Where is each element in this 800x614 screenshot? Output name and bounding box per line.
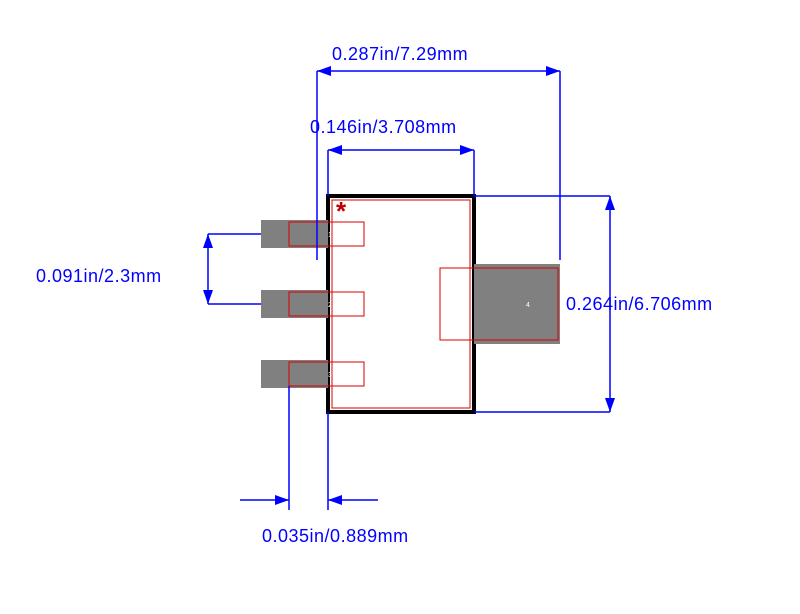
pin-3-number: 3 — [328, 372, 332, 379]
dim-body-width-label: 0.146in/3.708mm — [310, 117, 457, 137]
pin-1-pad: 1 — [261, 220, 364, 248]
dim-body-width: 0.146in/3.708mm — [310, 117, 474, 196]
dim-pin-pitch-label: 0.091in/2.3mm — [36, 266, 162, 286]
dim-overall-width: 0.287in/7.29mm — [317, 44, 560, 260]
body-outline — [328, 196, 474, 412]
pin-2-number: 2 — [328, 302, 332, 309]
pin-2-pad: 2 — [261, 290, 364, 318]
dim-pin-pitch: 0.091in/2.3mm — [36, 234, 261, 304]
footprint-diagram: * 1 2 3 4 0.287in/7.29mm — [0, 0, 800, 614]
pin-1-number: 1 — [328, 232, 332, 239]
pin-4-pad: 4 — [440, 264, 560, 344]
dim-body-height-label: 0.264in/6.706mm — [566, 294, 713, 314]
pin-3-pad: 3 — [261, 360, 364, 388]
dim-overall-width-label: 0.287in/7.29mm — [332, 44, 468, 64]
body-courtyard — [332, 200, 470, 408]
dim-pad-overlap-label: 0.035in/0.889mm — [262, 526, 409, 546]
pin-4-number: 4 — [526, 302, 530, 309]
